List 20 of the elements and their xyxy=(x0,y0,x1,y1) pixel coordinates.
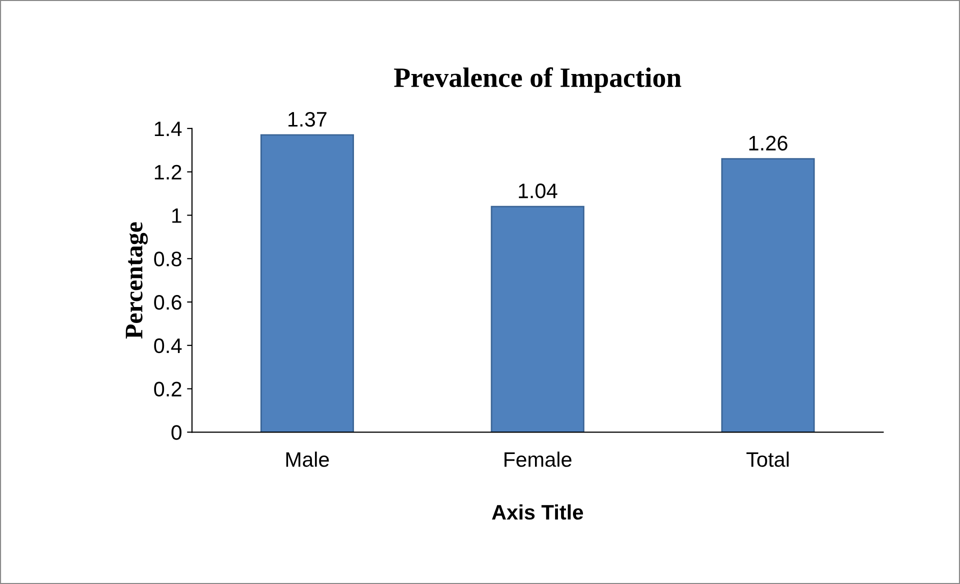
bar xyxy=(721,158,815,432)
y-tick-label: 1.2 xyxy=(154,164,182,180)
data-label: 1.04 xyxy=(518,184,558,198)
data-label: 1.37 xyxy=(288,112,326,127)
y-tick-label: 0.4 xyxy=(154,338,182,354)
data-label: 1.26 xyxy=(749,136,788,151)
bar xyxy=(260,134,354,432)
y-tick-label: 1.4 xyxy=(154,122,182,136)
x-axis-title: Axis Title xyxy=(492,504,584,520)
y-tick-label: 0.8 xyxy=(154,252,182,266)
y-tick-label: 0 xyxy=(172,425,182,440)
y-tick-label: 0.2 xyxy=(154,382,182,397)
y-axis-title: Percentage xyxy=(126,222,148,339)
y-tick-label: 0.6 xyxy=(154,295,182,310)
bar xyxy=(490,206,584,432)
x-tick-label: Total xyxy=(746,452,789,467)
x-tick-label: Female xyxy=(504,452,572,467)
x-tick-label: Male xyxy=(286,452,329,467)
chart-title: Prevalence of Impaction xyxy=(394,67,682,93)
y-tick-label: 1 xyxy=(172,208,182,223)
